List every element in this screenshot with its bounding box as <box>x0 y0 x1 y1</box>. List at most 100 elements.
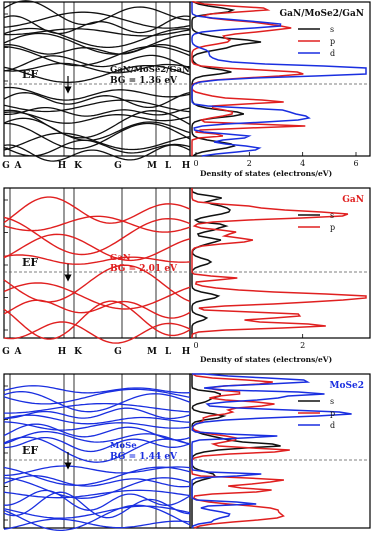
fermi-level-label: EF <box>22 444 38 457</box>
k-point-label-G: G <box>2 161 10 171</box>
band-line <box>3 144 191 162</box>
band-line <box>3 466 191 486</box>
panel-title: GaN/MoSe2/GaN <box>279 9 364 19</box>
band-line <box>3 86 191 101</box>
legend-label-p: p <box>330 223 335 232</box>
band-line <box>3 518 191 530</box>
band-line <box>3 282 191 310</box>
band-line <box>3 423 191 441</box>
k-point-label-L: L <box>165 347 172 357</box>
band-line <box>3 109 191 139</box>
band-line <box>3 491 191 519</box>
band-line <box>3 216 191 256</box>
band-line <box>3 132 191 151</box>
band-line <box>3 465 191 477</box>
band-line <box>3 391 191 413</box>
band-line <box>3 254 191 265</box>
legend-label-p: p <box>330 409 335 418</box>
dos-curve-p <box>191 188 367 338</box>
legend-label-p: p <box>330 37 335 46</box>
band-gap-label-1: GaN/MoSe2/GaN <box>110 65 190 75</box>
band-gap-label-1: MoSe <box>110 441 137 451</box>
band-gap-label-2: BG = 2.01 eV <box>110 264 178 274</box>
band-line <box>3 407 191 420</box>
band-line <box>3 264 191 303</box>
dos-tick-label: 6 <box>353 159 358 168</box>
panel-title: GaN <box>342 195 364 205</box>
legend-label-s: s <box>330 25 334 34</box>
k-point-label-G: G <box>114 347 122 357</box>
band-line <box>3 196 191 224</box>
k-point-label-A: A <box>14 347 23 357</box>
k-point-label-K: K <box>74 161 83 171</box>
band-line <box>3 414 191 425</box>
band-gap-label-2: BG = 1.44 eV <box>110 452 178 462</box>
band-line <box>3 111 191 124</box>
band-line <box>3 436 191 453</box>
band-line <box>3 421 191 431</box>
dos-frame <box>189 1 371 157</box>
legend-label-d: d <box>330 421 335 430</box>
dos-curve-d <box>191 2 367 157</box>
band-line <box>3 106 191 117</box>
band-line <box>3 91 191 109</box>
band-gap-label-1: GaN <box>110 253 131 263</box>
band-line <box>3 32 191 55</box>
k-point-label-A: A <box>14 161 23 171</box>
legend-label-s: s <box>330 211 334 220</box>
dos-curve-s <box>191 188 232 338</box>
band-line <box>4 489 191 511</box>
dos-axis-label: Density of states (electrons/eV) <box>200 355 332 364</box>
dos-curve-d <box>191 373 352 529</box>
band-line <box>3 54 191 72</box>
band-line <box>3 477 191 499</box>
k-point-label-M: M <box>147 161 157 171</box>
band-line <box>3 99 191 113</box>
band-line <box>3 233 191 262</box>
legend-label-s: s <box>330 397 334 406</box>
band-line <box>3 385 191 394</box>
band-line <box>3 27 191 49</box>
legend-label-d: d <box>330 49 335 58</box>
band-line <box>3 489 191 499</box>
band-line <box>3 505 191 519</box>
band-line <box>3 117 191 142</box>
k-point-label-K: K <box>74 347 83 357</box>
band-line <box>3 504 191 532</box>
band-line <box>3 388 191 405</box>
band-line <box>4 122 191 150</box>
band-line <box>3 0 191 26</box>
dos-tick-label: 2 <box>300 341 305 350</box>
band-line <box>3 321 191 344</box>
fermi-level-label: EF <box>22 256 38 269</box>
band-line <box>3 28 191 37</box>
dos-curve-p <box>191 373 290 529</box>
dos-tick-label: 0 <box>193 341 198 350</box>
band-line <box>3 215 191 233</box>
band-line <box>3 45 191 67</box>
band-gap-label-2: BG = 1.36 eV <box>110 76 178 86</box>
k-point-label-H: H <box>182 347 191 357</box>
dos-tick-label: 2 <box>247 159 252 168</box>
band-line <box>3 475 191 488</box>
dos-frame <box>189 373 371 529</box>
k-point-label-G: G <box>114 161 122 171</box>
k-point-label-G: G <box>2 347 10 357</box>
band-line <box>3 11 191 29</box>
band-line <box>3 43 191 55</box>
dos-axis-label: Density of states (electrons/eV) <box>200 169 332 178</box>
dos-frame <box>189 187 371 339</box>
dos-curve-s <box>191 374 281 528</box>
dos-tick-label: 0 <box>193 159 198 168</box>
dos-curve-s <box>191 1 262 157</box>
band-line <box>3 300 191 340</box>
band-line <box>3 436 191 463</box>
band-line <box>3 64 191 84</box>
k-point-label-H: H <box>58 347 67 357</box>
band-line <box>3 62 191 74</box>
k-point-label-L: L <box>165 161 172 171</box>
